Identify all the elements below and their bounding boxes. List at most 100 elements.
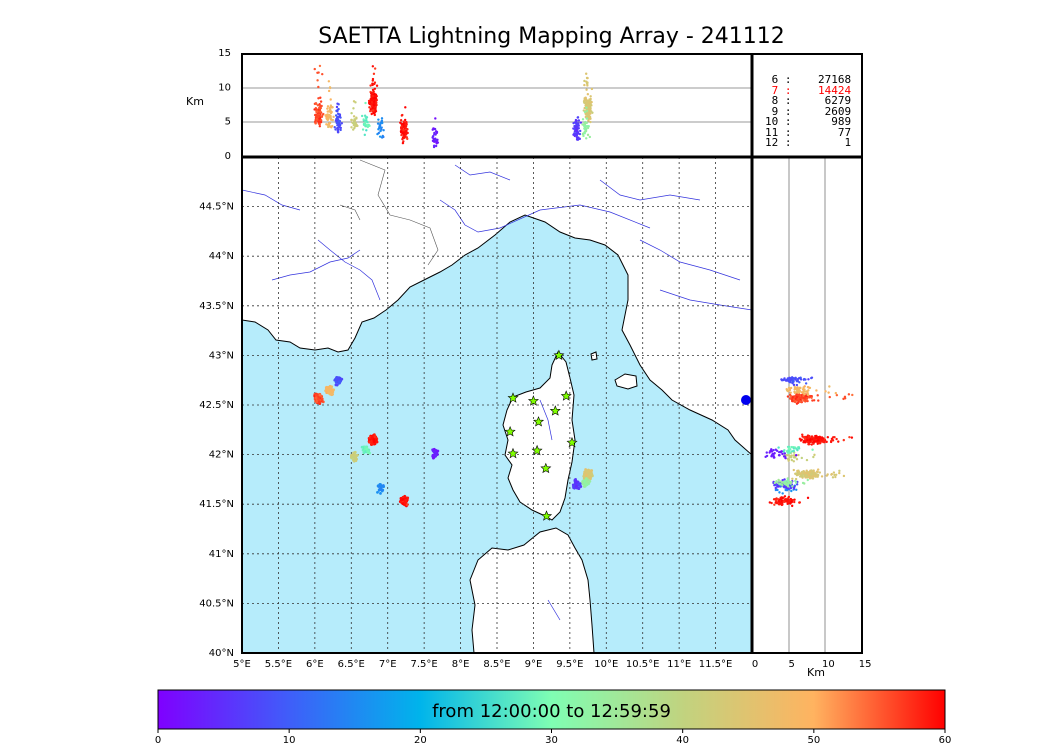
flash-point-side bbox=[795, 488, 798, 491]
flash-point-side bbox=[793, 500, 796, 504]
flash-point-altitude bbox=[370, 100, 374, 104]
flash-point-altitude bbox=[318, 102, 321, 106]
flash-point-altitude bbox=[329, 111, 333, 115]
mainland-land bbox=[242, 157, 752, 456]
flash-point-side bbox=[806, 478, 809, 482]
flash-point-altitude bbox=[434, 138, 437, 142]
flash-point-altitude bbox=[365, 129, 368, 132]
station-count-n: 11 bbox=[765, 125, 779, 139]
lon-tick-label: 6°E bbox=[306, 659, 324, 670]
flash-point-side bbox=[807, 441, 811, 444]
flash-point-side bbox=[778, 454, 781, 457]
flash-point-side bbox=[783, 482, 787, 486]
flash-point-altitude bbox=[587, 119, 590, 122]
flash-point-altitude bbox=[328, 86, 332, 89]
flash-point-altitude bbox=[435, 131, 439, 135]
flash-point-side bbox=[804, 382, 808, 385]
flash-point-altitude bbox=[380, 120, 383, 123]
flash-point-altitude bbox=[578, 137, 582, 141]
flash-point-altitude bbox=[373, 67, 377, 70]
flash-point-altitude bbox=[318, 107, 322, 110]
flash-point-altitude bbox=[335, 109, 338, 113]
flash-point-altitude bbox=[335, 121, 338, 125]
station-star-icon bbox=[540, 462, 552, 474]
flash-point-side bbox=[803, 396, 807, 399]
flash-point bbox=[352, 454, 356, 458]
flash-point-side bbox=[784, 456, 787, 460]
edge-marker bbox=[741, 395, 751, 405]
flash-point-altitude bbox=[350, 126, 353, 129]
flash-point-altitude bbox=[355, 116, 358, 119]
flash-point-side bbox=[810, 396, 813, 399]
flash-point-altitude bbox=[379, 122, 382, 125]
flash-point-side bbox=[807, 386, 811, 389]
flash-point-side bbox=[788, 393, 792, 396]
flash-point-altitude bbox=[583, 132, 586, 135]
station-count-value: 14424 bbox=[804, 83, 852, 97]
flash-point-side bbox=[786, 395, 790, 398]
flash-point bbox=[377, 488, 381, 492]
flash-point bbox=[363, 445, 367, 449]
flash-point-side bbox=[801, 433, 804, 436]
flash-point bbox=[406, 496, 410, 500]
flash-point-side bbox=[789, 386, 793, 390]
flash-point-side bbox=[787, 495, 791, 499]
lat-tick-label: 42.5°N bbox=[199, 400, 234, 411]
flash-point-side bbox=[803, 393, 806, 396]
flash-point-altitude bbox=[317, 115, 320, 119]
flash-point-side bbox=[842, 438, 845, 442]
flash-point-side bbox=[796, 388, 800, 391]
flash-point-altitude bbox=[360, 114, 364, 118]
corsica-land bbox=[502, 351, 576, 521]
flash-point-altitude bbox=[356, 124, 359, 128]
flash-point-altitude bbox=[573, 127, 576, 131]
altitude-time-panel bbox=[242, 54, 752, 157]
flash-point-altitude bbox=[317, 85, 320, 89]
flash-point-side bbox=[797, 400, 800, 404]
flash-point-side bbox=[808, 475, 811, 479]
flash-point-altitude bbox=[315, 114, 318, 118]
lat-tick-label: 44°N bbox=[209, 251, 234, 262]
elba-land bbox=[614, 373, 638, 390]
lat-tick-label: 40°N bbox=[209, 648, 234, 659]
flash-point-altitude bbox=[378, 135, 382, 138]
flash-point-altitude bbox=[374, 94, 377, 98]
lat-tick-label: 43°N bbox=[209, 350, 234, 361]
flash-point bbox=[582, 476, 586, 480]
flash-point-altitude bbox=[334, 114, 338, 117]
flash-point-altitude bbox=[320, 119, 323, 122]
flash-point-side bbox=[816, 439, 819, 442]
flash-point-side bbox=[810, 477, 814, 480]
side-altitude-panel bbox=[752, 157, 862, 653]
flash-point-altitude bbox=[588, 101, 591, 105]
flash-point-side bbox=[780, 501, 783, 505]
flash-point-altitude bbox=[399, 130, 403, 133]
flash-point bbox=[334, 383, 338, 387]
sardinia-land bbox=[469, 527, 595, 653]
flash-point bbox=[403, 501, 407, 505]
flash-point-side bbox=[837, 440, 840, 443]
side-tick-label: 15 bbox=[859, 659, 872, 670]
lon-tick-label: 10.5°E bbox=[626, 659, 660, 670]
flash-point-side bbox=[830, 437, 834, 441]
flash-point-side bbox=[802, 436, 806, 439]
flash-point-altitude bbox=[575, 121, 578, 124]
flash-point-side bbox=[824, 390, 827, 393]
flash-point-altitude bbox=[318, 124, 322, 128]
flash-point-side bbox=[811, 438, 814, 441]
flash-point-side bbox=[807, 435, 811, 439]
lat-tick-label: 41°N bbox=[209, 549, 234, 560]
flash-point-altitude bbox=[583, 124, 587, 128]
station-count-row: 10 : 989 bbox=[765, 115, 852, 128]
flash-point-side bbox=[850, 436, 854, 439]
flash-point-side bbox=[769, 449, 773, 453]
flash-point-side bbox=[800, 396, 803, 399]
flash-point-side bbox=[777, 446, 780, 449]
flash-point bbox=[325, 385, 328, 389]
flash-point-side bbox=[794, 479, 797, 483]
station-markers bbox=[504, 349, 578, 521]
flash-point-side bbox=[773, 503, 776, 506]
station-star-icon bbox=[541, 510, 553, 521]
flash-point-altitude bbox=[331, 124, 334, 128]
station-count-n: 12 bbox=[765, 136, 779, 149]
